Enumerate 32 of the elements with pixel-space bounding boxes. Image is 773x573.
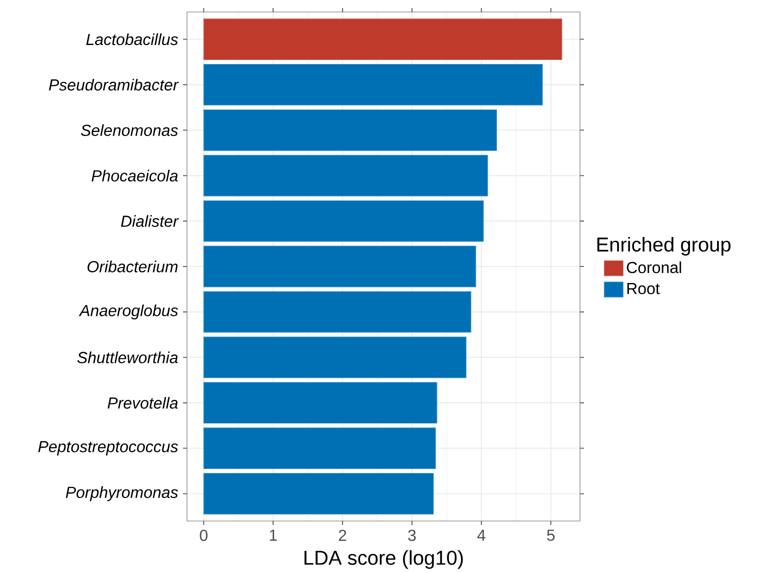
bar	[203, 291, 472, 333]
x-tick-label: 0	[200, 530, 208, 542]
y-tick-label: Oribacterium	[88, 260, 178, 272]
bar	[203, 336, 466, 378]
x-tick-label: 4	[477, 530, 486, 541]
y-tick-label: Dialister	[121, 215, 179, 227]
x-tick-label: 1	[270, 530, 277, 541]
bar	[203, 246, 476, 288]
x-tick-label: 5	[547, 530, 555, 541]
bar	[203, 18, 562, 60]
legend-title: Enriched group	[597, 236, 730, 256]
bar	[203, 473, 434, 514]
legend-label: Coronal	[626, 261, 682, 274]
y-tick-label: Lactobacillus	[86, 33, 178, 46]
x-tick-label: 2	[338, 530, 346, 541]
x-tick-label: 3	[408, 530, 416, 542]
y-tick-label: Porphyromonas	[66, 486, 178, 502]
bar	[203, 154, 488, 196]
x-axis-title: LDA score (log10)	[304, 550, 463, 569]
bar	[203, 382, 438, 424]
bar	[203, 200, 484, 242]
y-tick-label: Phocaeicola	[92, 170, 178, 182]
bar	[203, 428, 436, 469]
legend-label: Root	[627, 283, 660, 294]
y-tick-label: Pseudoramibacter	[48, 78, 179, 91]
y-tick-label: Prevotella	[108, 396, 178, 409]
y-tick-label: Anaeroglobus	[78, 304, 178, 320]
y-tick-label: Selenomonas	[80, 124, 178, 136]
y-tick-label: Peptostreptococcus	[38, 441, 178, 456]
y-tick-label: Shuttleworthia	[77, 352, 178, 364]
bar	[203, 64, 543, 106]
bar	[203, 109, 497, 151]
